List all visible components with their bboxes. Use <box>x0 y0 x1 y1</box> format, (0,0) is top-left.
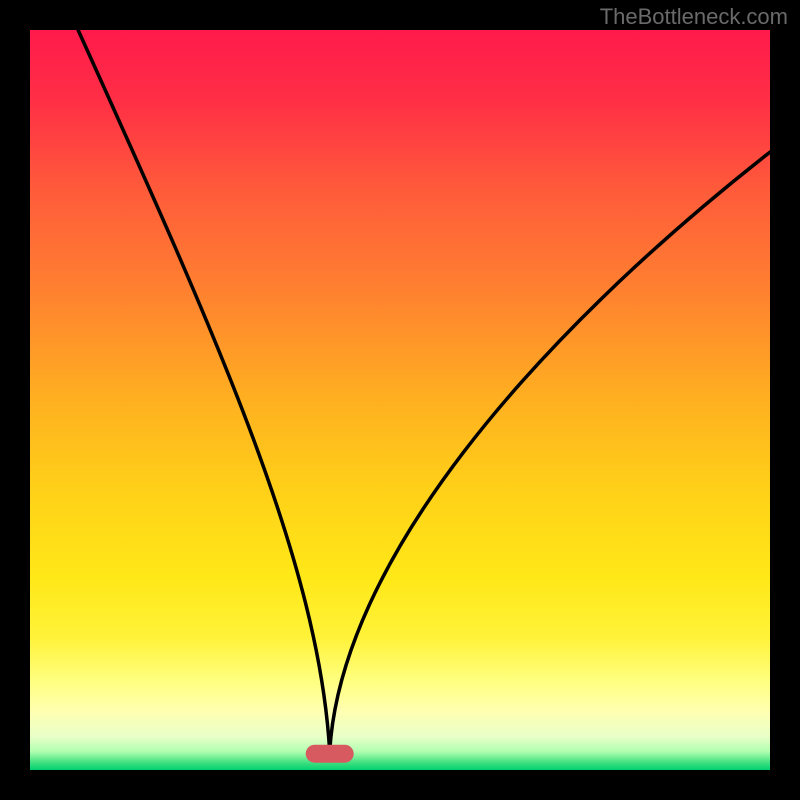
chart-root: TheBottleneck.com <box>0 0 800 800</box>
plot-area-gradient-fill <box>30 30 770 770</box>
watermark-text: TheBottleneck.com <box>600 4 788 30</box>
minimum-marker-pill <box>306 745 354 763</box>
bottleneck-chart <box>0 0 800 800</box>
